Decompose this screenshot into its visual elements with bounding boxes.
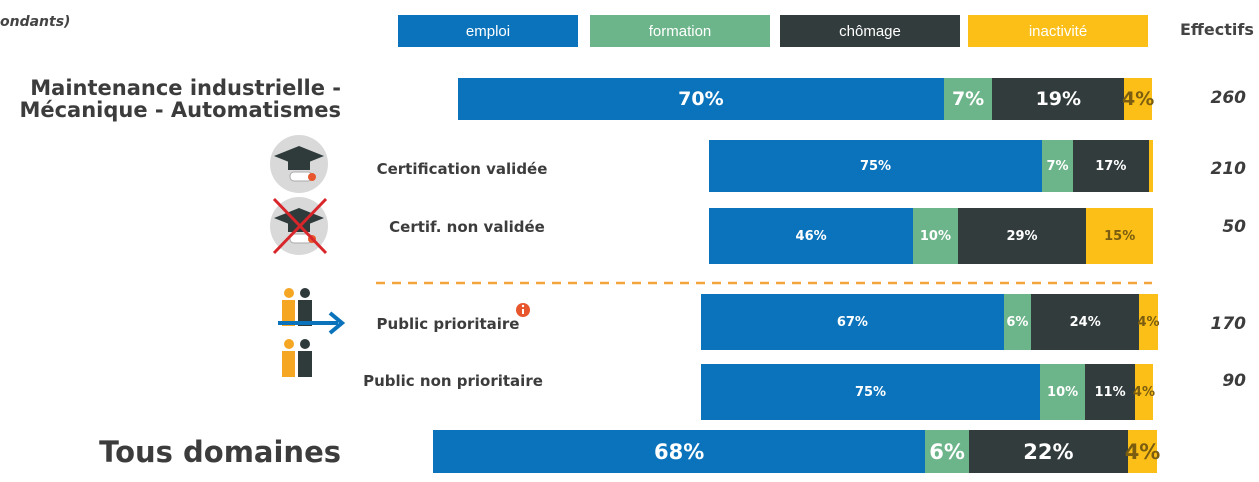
bar-segment: 22% xyxy=(968,430,1129,473)
row-label: Public prioritaire xyxy=(376,315,520,334)
bar-segment: 24% xyxy=(1030,294,1140,350)
bar-segment: 75% xyxy=(701,364,1040,420)
row-label: Tous domaines xyxy=(99,434,341,469)
legend-item: chômage xyxy=(780,15,960,47)
bar-segment: 70% xyxy=(458,78,944,120)
bar-segment: 7% xyxy=(1042,140,1074,192)
legend-item: inactivité xyxy=(968,15,1148,47)
bar-segment: 10% xyxy=(1040,364,1086,420)
bar-segment: 6% xyxy=(1003,294,1031,350)
bar-segment: 29% xyxy=(957,208,1087,264)
legend-item: emploi xyxy=(398,15,578,47)
effectif: 90 xyxy=(1222,371,1246,391)
bar-segment: 4% xyxy=(1137,294,1160,350)
row-label: Certif. non validée xyxy=(389,218,545,237)
bar-segment: 11% xyxy=(1085,364,1135,420)
legend-item: formation xyxy=(590,15,770,47)
effectif: 210 xyxy=(1210,159,1247,179)
bar-segment: 7% xyxy=(943,78,993,120)
row-label: Maintenance industrielle - Mécanique - A… xyxy=(19,75,341,122)
effectif: 260 xyxy=(1210,88,1247,108)
info-icon xyxy=(516,303,530,317)
bar-segment: 10% xyxy=(913,208,958,264)
effectif: 50 xyxy=(1222,217,1246,237)
cap-icon xyxy=(270,135,328,193)
bar-segment: 15% xyxy=(1086,208,1153,264)
cap-crossed-icon xyxy=(270,197,328,255)
bar-segment: 6% xyxy=(925,430,969,473)
bar-segment: 46% xyxy=(709,208,914,264)
bar-segment: 4% xyxy=(1133,364,1155,420)
row-label: Public non prioritaire xyxy=(363,372,543,391)
bar-segment: 4% xyxy=(1125,430,1160,473)
bar-segment xyxy=(1148,140,1153,192)
effectif: 170 xyxy=(1210,314,1247,334)
bar-segment: 75% xyxy=(709,140,1042,192)
bar-segment: 4% xyxy=(1122,78,1154,120)
effectifs-header: Effectifs xyxy=(1180,20,1254,39)
bar-segment: 19% xyxy=(992,78,1125,120)
subtitle: ondants) xyxy=(0,14,71,30)
row-label: Certification validée xyxy=(376,160,548,179)
bar-segment: 67% xyxy=(701,294,1004,350)
bar-segment: 17% xyxy=(1073,140,1149,192)
people-icon xyxy=(278,288,346,335)
people-icon-2 xyxy=(282,339,312,377)
bar-segment: 68% xyxy=(433,430,926,473)
